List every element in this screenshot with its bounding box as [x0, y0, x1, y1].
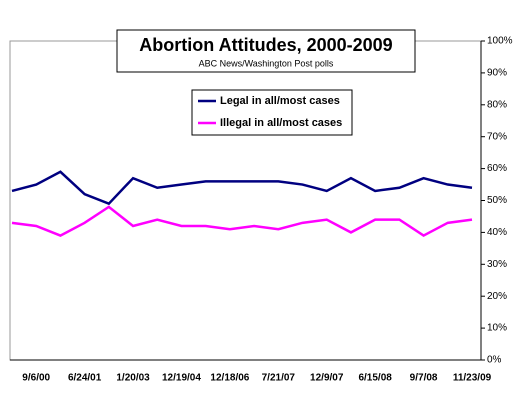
x-tick-label: 9/7/08: [410, 373, 438, 384]
x-tick-label: 1/20/03: [116, 373, 150, 384]
y-tick-label: 80%: [487, 99, 507, 110]
plot-frame: [9, 40, 482, 361]
x-tick-label: 6/24/01: [68, 373, 102, 384]
chart-title: Abortion Attitudes, 2000-2009: [139, 35, 392, 55]
legend-box: [191, 89, 353, 136]
y-tick-label: 60%: [487, 163, 507, 174]
y-tick-label: 70%: [487, 131, 507, 142]
chart-subtitle: ABC News/Washington Post polls: [199, 58, 334, 68]
x-tick-label: 12/18/06: [210, 373, 249, 384]
y-tick-label: 40%: [487, 227, 507, 238]
y-tick-label: 10%: [487, 323, 507, 334]
y-tick-label: 50%: [487, 195, 507, 206]
y-tick-label: 0%: [487, 355, 502, 366]
x-tick-label: 9/6/00: [22, 373, 50, 384]
y-tick-label: 20%: [487, 291, 507, 302]
y-tick-label: 30%: [487, 259, 507, 270]
x-tick-label: 11/23/09: [453, 373, 492, 384]
y-tick-label: 100%: [487, 36, 513, 47]
title-box: [116, 29, 416, 73]
legend-label: Legal in all/most cases: [220, 95, 340, 107]
series-line: [11, 170, 473, 206]
series-line: [11, 205, 473, 238]
y-tick-label: 90%: [487, 68, 507, 79]
legend-label: Illegal in all/most cases: [220, 117, 342, 129]
x-tick-label: 7/21/07: [262, 373, 296, 384]
x-tick-label: 12/9/07: [310, 373, 344, 384]
x-tick-label: 12/19/04: [162, 373, 201, 384]
x-tick-label: 6/15/08: [358, 373, 392, 384]
